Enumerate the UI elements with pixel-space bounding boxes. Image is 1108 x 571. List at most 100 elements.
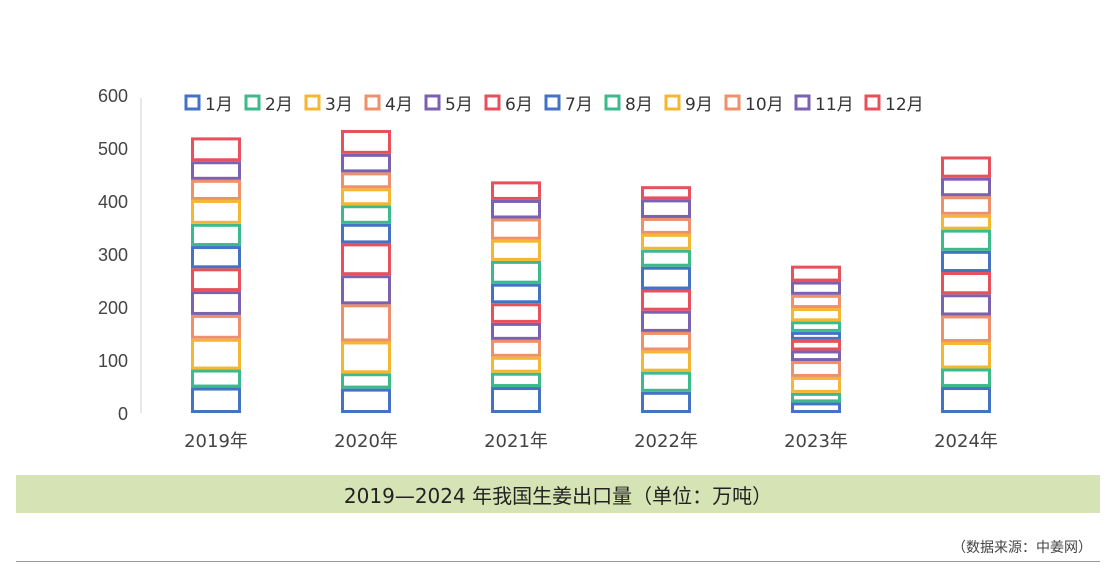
bar-segment: [941, 229, 991, 251]
bar-segment: [491, 181, 541, 200]
bar-segment: [791, 376, 841, 393]
bar-segment: [641, 266, 691, 290]
bar-segment: [941, 177, 991, 197]
bar-segment: [341, 153, 391, 173]
legend-swatch: [484, 94, 501, 111]
legend-label: 1月: [205, 95, 233, 115]
bar-segment: [341, 172, 391, 189]
bar-segment: [641, 391, 691, 413]
x-tick-label: 2021年: [484, 431, 548, 452]
bar-segment: [341, 243, 391, 276]
y-tick-label: 0: [118, 404, 128, 424]
x-tick-label: 2023年: [784, 431, 848, 452]
legend-label: 11月: [815, 95, 854, 115]
bar-segment: [191, 291, 241, 315]
legend-swatch: [724, 94, 741, 111]
bar-segment: [341, 129, 391, 154]
bar-segment: [191, 161, 241, 180]
legend-label: 10月: [745, 95, 784, 115]
bar-segment: [191, 369, 241, 388]
bar-segment: [341, 341, 391, 374]
bar-segment: [191, 199, 241, 224]
bar-segment: [191, 179, 241, 200]
legend-swatch: [364, 94, 381, 111]
bar-segment: [491, 218, 541, 240]
legend-label: 7月: [565, 95, 593, 115]
x-tick-label: 2022年: [634, 431, 698, 452]
bar-segment: [191, 314, 241, 339]
legend-swatch: [864, 94, 881, 111]
y-tick-label: 100: [98, 351, 128, 371]
x-tick-label: 2019年: [184, 431, 248, 452]
y-tick-label: 200: [98, 298, 128, 318]
bar-segment: [641, 350, 691, 372]
x-tick-label: 2020年: [334, 431, 398, 452]
bar-segment: [791, 308, 841, 322]
bar-segment: [191, 137, 241, 162]
bar-segment: [491, 372, 541, 388]
bar-segment: [491, 283, 541, 304]
bar-segment: [641, 331, 691, 351]
bar-segment: [491, 387, 541, 413]
bar-segment: [791, 281, 841, 295]
x-tick-label: 2024年: [934, 431, 998, 452]
legend-label: 9月: [685, 95, 713, 115]
bar-segment: [791, 294, 841, 309]
bar-segment: [791, 321, 841, 332]
bar-segment: [941, 368, 991, 388]
bar-segment: [341, 205, 391, 224]
y-tick-label: 300: [98, 245, 128, 265]
bar-segment: [641, 199, 691, 218]
bar-segment: [491, 356, 541, 373]
bar-segment: [941, 315, 991, 342]
legend-swatch: [664, 94, 681, 111]
bar-segment: [341, 188, 391, 206]
bar-segment: [341, 304, 391, 342]
legend-swatch: [184, 94, 201, 111]
bar-segment: [341, 388, 391, 413]
legend-swatch: [794, 94, 811, 111]
bar-segment: [191, 268, 241, 292]
legend-label: 3月: [325, 95, 353, 115]
legend-swatch: [604, 94, 621, 111]
chart-caption: 2019—2024 年我国生姜出口量（单位：万吨）: [343, 483, 773, 508]
bar-segment: [941, 214, 991, 230]
legend-swatch: [424, 94, 441, 111]
legend-label: 5月: [445, 95, 473, 115]
y-tick-label: 500: [98, 139, 128, 159]
bar-segment: [641, 186, 691, 200]
legend-label: 8月: [625, 95, 653, 115]
bar-segment: [491, 239, 541, 261]
bar-segment: [941, 341, 991, 369]
bar-segment: [341, 223, 391, 244]
source-note: （数据来源：中姜网）: [952, 540, 1092, 556]
bar-segment: [791, 339, 841, 351]
bar-segment: [941, 156, 991, 178]
legend-label: 2月: [265, 95, 293, 115]
legend-swatch: [304, 94, 321, 111]
legend-swatch: [244, 94, 261, 111]
bar-segment: [341, 275, 391, 305]
caption-bar: 2019—2024 年我国生姜出口量（单位：万吨）: [16, 475, 1100, 513]
bar-segment: [941, 387, 991, 413]
bar-segment: [341, 373, 391, 389]
bar-segment: [191, 338, 241, 370]
bar-segment: [941, 250, 991, 273]
legend-label: 4月: [385, 95, 413, 115]
bar-segment: [791, 392, 841, 403]
bar-segment: [491, 339, 541, 357]
bar-segment: [641, 233, 691, 250]
bar-segment: [941, 272, 991, 295]
y-tick-label: 600: [98, 86, 128, 106]
bar-segment: [191, 223, 241, 247]
bar-segment: [791, 361, 841, 377]
bar-segment: [791, 331, 841, 340]
bar-segment: [641, 289, 691, 311]
bar-segment: [641, 249, 691, 267]
bar-segment: [791, 402, 841, 413]
bar-segment: [491, 260, 541, 284]
bar-segment: [491, 303, 541, 323]
bottom-divider: [16, 561, 1100, 562]
bar-segment: [791, 350, 841, 362]
bar-segment: [641, 217, 691, 234]
